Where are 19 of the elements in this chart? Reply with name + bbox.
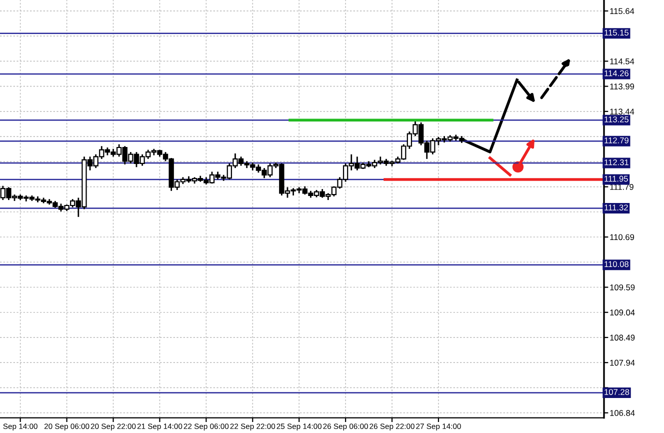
y-tick-label: 109.59: [610, 284, 635, 290]
y-tick-label: 115.64: [610, 8, 634, 14]
ref-line-label: 111.95: [604, 176, 628, 182]
ref-line-label: 111.32: [604, 204, 628, 210]
ref-line-label: 112.31: [604, 159, 628, 166]
y-tick-label: 109.04: [610, 310, 635, 316]
ref-line-label: 114.26: [604, 70, 629, 76]
y-tick-label: 108.49: [610, 334, 635, 341]
y-tick-label: 113.99: [610, 84, 634, 90]
y-tick-label: 107.94: [610, 360, 635, 366]
ref-line-label: 107.28: [604, 389, 630, 395]
y-tick-label: 110.69: [610, 234, 634, 240]
y-tick-label: 114.54: [610, 58, 634, 64]
ref-line-label: 112.79: [604, 137, 628, 144]
y-tick-label: 106.84: [610, 410, 635, 416]
ref-line-label: 110.08: [604, 261, 629, 268]
ref-line-label: 115.15: [604, 30, 629, 36]
ref-line-label: 113.25: [604, 116, 629, 122]
y-tick-label: 113.44: [610, 108, 634, 115]
